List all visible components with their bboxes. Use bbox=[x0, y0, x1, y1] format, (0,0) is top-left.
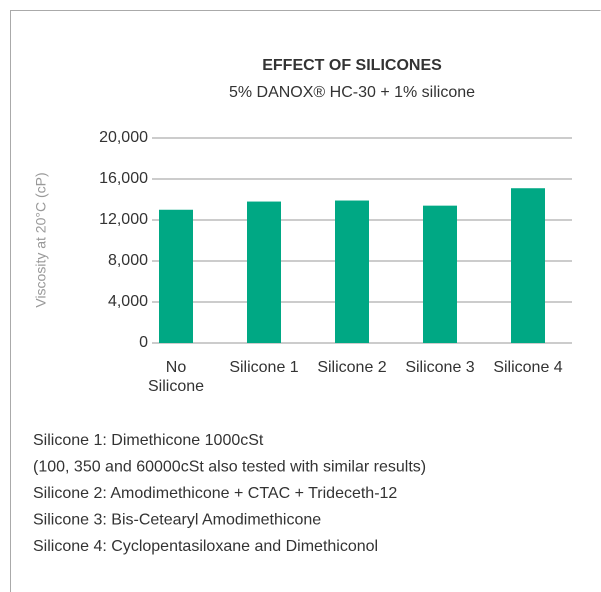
y-tick-label: 8,000 bbox=[108, 252, 148, 269]
x-tick-label: Silicone 2 bbox=[317, 359, 387, 376]
note: Silicone 1: Dimethicone 1000cSt bbox=[33, 432, 264, 449]
bar bbox=[159, 209, 193, 343]
bar bbox=[423, 205, 457, 343]
y-tick-label: 20,000 bbox=[99, 129, 148, 146]
note: Silicone 4: Cyclopentasiloxane and Dimet… bbox=[33, 538, 378, 555]
y-tick-label: 12,000 bbox=[99, 211, 148, 228]
x-tick-label: No Silicone bbox=[147, 359, 205, 395]
chart-subtitle: 5% DANOX® HC-30 + 1% silicone bbox=[229, 84, 475, 101]
note: (100, 350 and 60000cSt also tested with … bbox=[33, 459, 426, 476]
bar bbox=[511, 188, 545, 343]
bar bbox=[247, 201, 281, 343]
y-tick-label: 0 bbox=[139, 334, 148, 351]
chart-title: EFFECT OF SILICONES bbox=[262, 57, 442, 74]
y-tick-label: 4,000 bbox=[108, 293, 148, 310]
y-tick-label: 16,000 bbox=[99, 170, 148, 187]
x-tick-label: Silicone 1 bbox=[229, 359, 299, 376]
x-tick-label: Silicone 4 bbox=[493, 359, 563, 376]
y-axis-label: Viscosity at 20°C (cP) bbox=[33, 172, 49, 307]
note: Silicone 3: Bis-Cetearyl Amodimethicone bbox=[33, 512, 321, 529]
frame bbox=[10, 10, 601, 592]
bar bbox=[335, 200, 369, 343]
x-tick-label: Silicone 3 bbox=[405, 359, 475, 376]
note: Silicone 2: Amodimethicone + CTAC + Trid… bbox=[33, 485, 397, 502]
